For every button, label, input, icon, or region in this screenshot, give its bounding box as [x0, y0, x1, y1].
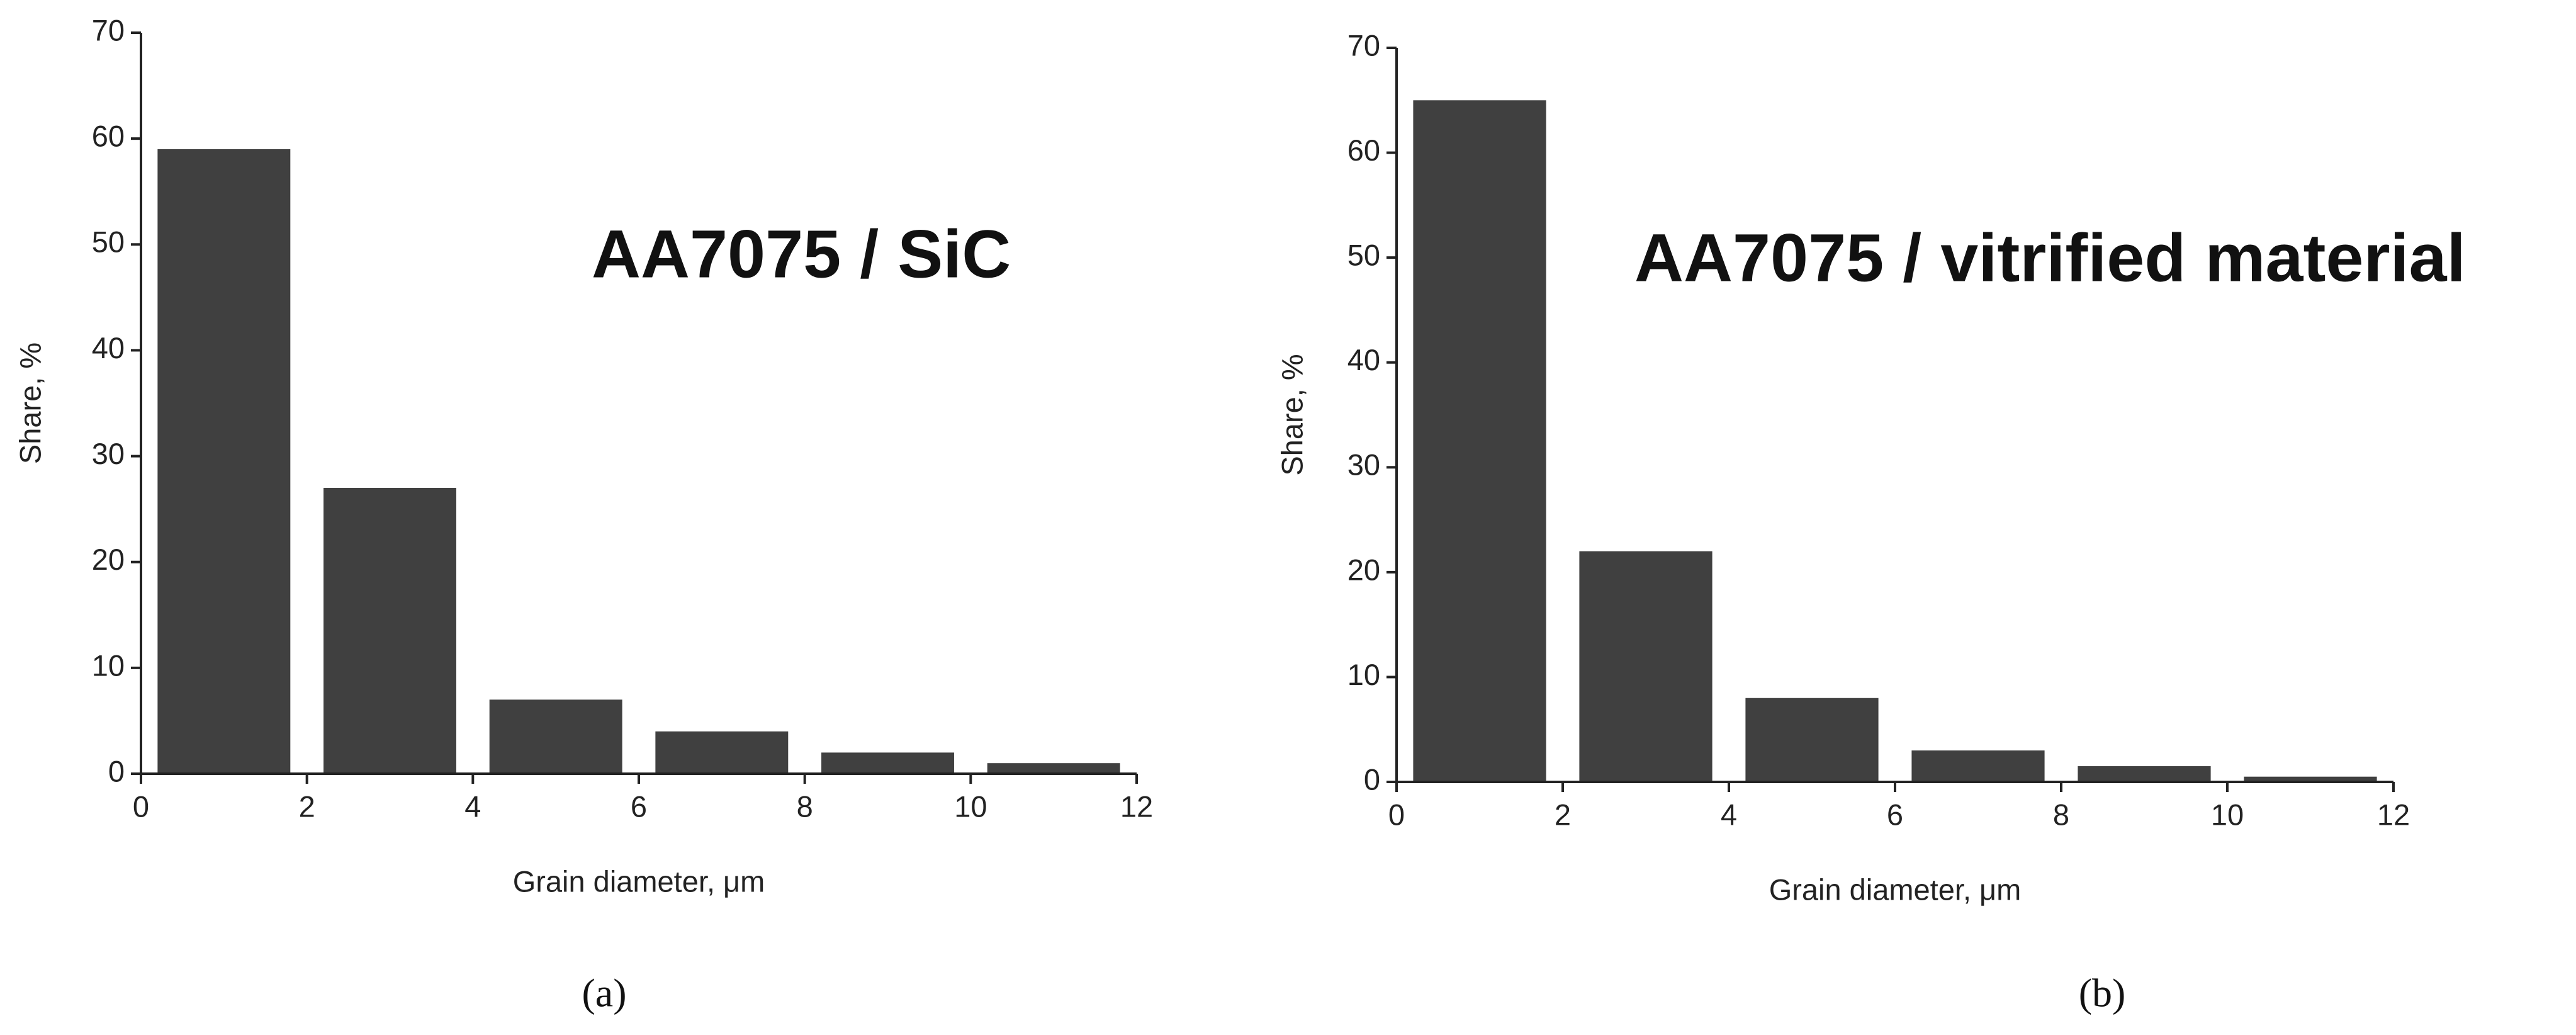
x-axis-label: Grain diameter, μm — [513, 864, 765, 898]
x-tick-label: 12 — [2377, 798, 2410, 831]
y-tick-label: 50 — [1347, 239, 1380, 272]
caption: (a) — [582, 971, 626, 1015]
y-tick-label: 0 — [1364, 762, 1380, 796]
x-tick-label: 6 — [1887, 798, 1903, 831]
y-tick-label: 60 — [92, 120, 125, 153]
x-tick-label: 6 — [631, 789, 647, 823]
bar — [1579, 551, 1713, 782]
y-tick-label: 20 — [92, 543, 125, 576]
y-tick-label: 50 — [92, 225, 125, 259]
caption: (b) — [2079, 971, 2126, 1015]
bar — [157, 149, 291, 774]
bar — [987, 763, 1120, 774]
x-tick-label: 0 — [1388, 798, 1405, 831]
x-tick-label: 8 — [797, 789, 813, 823]
bar — [2078, 766, 2211, 782]
bar — [1911, 750, 2045, 782]
x-axis-label: Grain diameter, μm — [1769, 873, 2022, 906]
bar — [821, 752, 954, 774]
bar — [2244, 776, 2377, 782]
x-tick-label: 10 — [2211, 798, 2244, 831]
x-tick-label: 0 — [133, 789, 149, 823]
bar — [1413, 100, 1546, 782]
bar — [1745, 698, 1879, 782]
y-tick-label: 60 — [1347, 133, 1380, 167]
y-tick-label: 30 — [92, 437, 125, 470]
x-tick-label: 4 — [1721, 798, 1737, 831]
y-tick-label: 40 — [1347, 343, 1380, 376]
y-tick-label: 10 — [92, 648, 125, 682]
y-tick-label: 40 — [92, 331, 125, 365]
y-tick-label: 70 — [92, 13, 125, 47]
y-tick-label: 10 — [1347, 658, 1380, 691]
bar — [655, 731, 789, 774]
bar — [489, 699, 622, 774]
annotation: AA7075 / vitrified material — [1634, 220, 2466, 296]
y-tick-label: 30 — [1347, 448, 1380, 482]
y-axis-label: Share, % — [1275, 354, 1308, 475]
bar — [323, 488, 456, 774]
y-tick-label: 20 — [1347, 553, 1380, 586]
x-tick-label: 4 — [464, 789, 481, 823]
y-axis-label: Share, % — [13, 342, 47, 464]
x-tick-label: 10 — [954, 789, 987, 823]
x-tick-label: 8 — [2053, 798, 2069, 831]
x-tick-label: 2 — [299, 789, 315, 823]
y-tick-label: 0 — [108, 754, 125, 788]
x-tick-label: 2 — [1555, 798, 1571, 831]
annotation: AA7075 / SiC — [592, 216, 1011, 292]
y-tick-label: 70 — [1347, 28, 1380, 62]
x-tick-label: 12 — [1120, 789, 1153, 823]
